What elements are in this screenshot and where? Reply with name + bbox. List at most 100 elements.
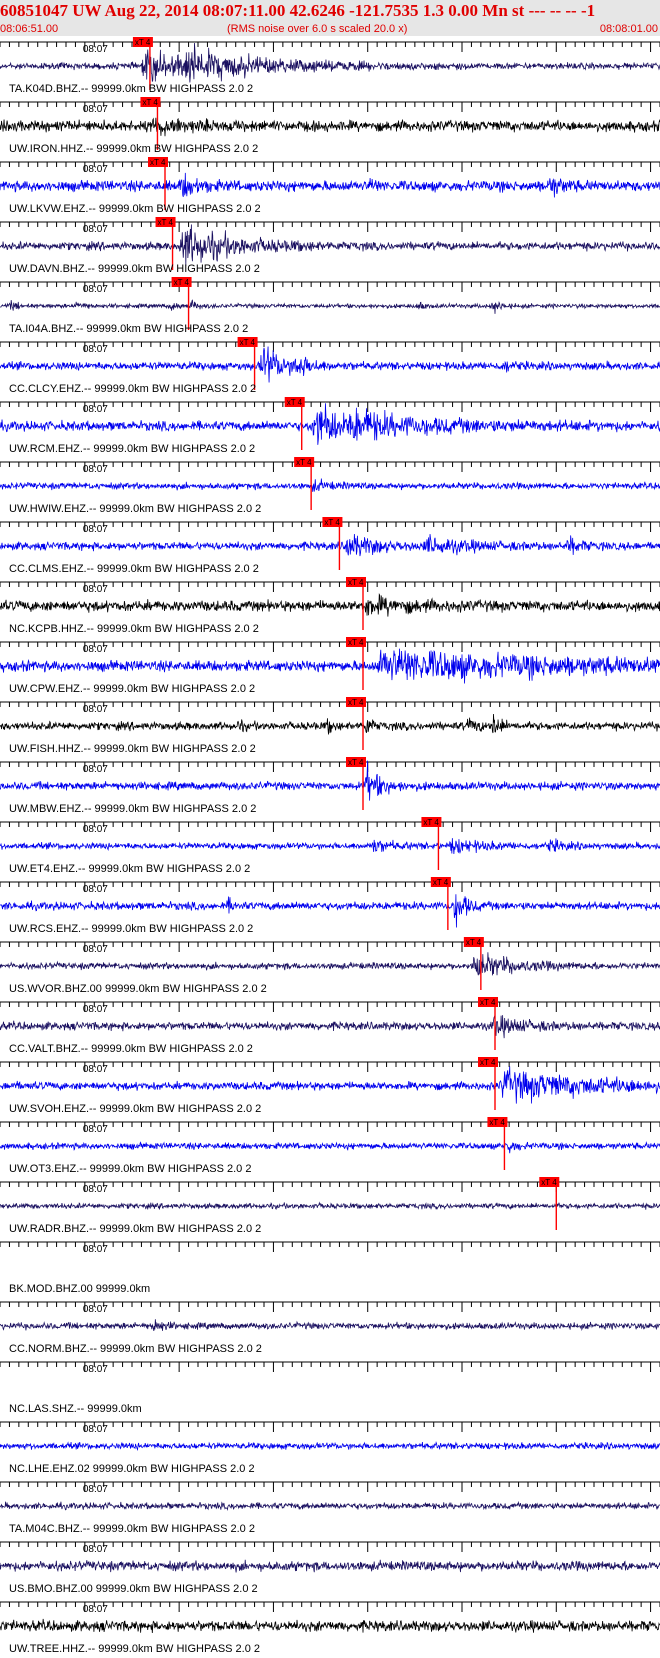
tick-label: 08:07 xyxy=(83,404,108,415)
phase-pick-label: xT 4 xyxy=(480,998,496,1007)
header-bar: 60851047 UW Aug 22, 2014 08:07:11.00 42.… xyxy=(0,0,660,36)
tick-label: 08:07 xyxy=(83,1124,108,1135)
station-label: US.BMO.BHZ.00 99999.0km BW HIGHPASS 2.0 … xyxy=(9,1583,258,1595)
phase-pick-flag xyxy=(487,1117,508,1127)
phase-pick-label: xT 4 xyxy=(348,698,364,707)
phase-pick-flag xyxy=(322,517,343,527)
phase-pick-flag xyxy=(148,157,168,167)
tick-label: 08:07 xyxy=(83,1304,108,1315)
trace-row: 08:07 xT 4 CC.CLMS.EHZ.-- 99999.0km BW HIG… xyxy=(0,517,660,575)
tick-label: 08:07 xyxy=(83,1064,108,1075)
tick-label: 08:07 xyxy=(83,44,108,55)
phase-pick-flag xyxy=(346,577,366,587)
waveform-trace xyxy=(0,838,660,855)
trace-row: 08:07 xT 4 UW.LKVW.EHZ.-- 99999.0km BW HIG… xyxy=(0,157,660,215)
seismogram-chart: 08:07 xT 4 TA.K04D.BHZ.-- 99999.0km BW HIG… xyxy=(0,37,660,1655)
station-label: UW.MBW.EHZ.-- 99999.0km BW HIGHPASS 2.0 … xyxy=(9,803,256,815)
phase-pick-flag xyxy=(284,397,305,407)
phase-pick-label: xT 4 xyxy=(287,398,303,407)
station-label: UW.RCM.EHZ.-- 99999.0km BW HIGHPASS 2.0 … xyxy=(9,443,255,455)
waveform-trace xyxy=(0,952,660,976)
phase-pick-label: xT 4 xyxy=(150,158,166,167)
trace-row: 08:07 US.BMO.BHZ.00 99999.0km BW HIGHPASS… xyxy=(0,1541,660,1595)
waveform-trace xyxy=(0,224,660,266)
tick-label: 08:07 xyxy=(83,284,108,295)
trace-row: 08:07 xT 4 CC.CLCY.EHZ.-- 99999.0km BW HIG… xyxy=(0,337,660,395)
waveform-trace xyxy=(0,894,660,928)
station-label: NC.LAS.SHZ.-- 99999.0km xyxy=(9,1403,142,1415)
trace-row: 08:07 xT 4 UW.RADR.BHZ.-- 99999.0km BW HIG… xyxy=(0,1177,660,1235)
trace-row: 08:07 BK.MOD.BHZ.00 99999.0km xyxy=(0,1241,660,1295)
tick-label: 08:07 xyxy=(83,1244,108,1255)
trace-row: 08:07 xT 4 UW.FISH.HHZ.-- 99999.0km BW HIG… xyxy=(0,697,660,755)
waveform-trace xyxy=(0,592,660,617)
station-label: UW.HWIW.EHZ.-- 99999.0km BW HIGHPASS 2.0… xyxy=(9,503,261,515)
tick-label: 08:07 xyxy=(83,704,108,715)
waveform-trace xyxy=(0,42,660,83)
waveform-trace xyxy=(0,117,660,137)
waveform-trace xyxy=(0,1319,660,1332)
phase-pick-label: xT 4 xyxy=(423,818,439,827)
waveform-trace xyxy=(0,1500,660,1512)
tick-label: 08:07 xyxy=(83,1424,108,1435)
phase-pick-flag xyxy=(346,637,366,647)
station-label: CC.CLMS.EHZ.-- 99999.0km BW HIGHPASS 2.0… xyxy=(9,563,259,575)
phase-pick-flag xyxy=(346,757,366,767)
trace-row: 08:07 NC.LHE.EHZ.02 99999.0km BW HIGHPASS… xyxy=(0,1421,660,1475)
station-label: UW.SVOH.EHZ.-- 99999.0km BW HIGHPASS 2.0… xyxy=(9,1103,261,1115)
phase-pick-label: xT 4 xyxy=(348,758,364,767)
phase-pick-label: xT 4 xyxy=(480,1058,496,1067)
waveform-trace xyxy=(0,299,660,314)
waveform-trace xyxy=(0,533,660,557)
station-label: UW.DAVN.BHZ.-- 99999.0km BW HIGHPASS 2.0… xyxy=(9,263,260,275)
trace-row: 08:07 xT 4 UW.OT3.EHZ.-- 99999.0km BW HIGH… xyxy=(0,1117,660,1175)
station-label: TA.K04D.BHZ.-- 99999.0km BW HIGHPASS 2.0… xyxy=(9,83,253,95)
phase-pick-label: xT 4 xyxy=(541,1178,557,1187)
phase-pick-label: xT 4 xyxy=(240,338,256,347)
station-label: UW.RADR.BHZ.-- 99999.0km BW HIGHPASS 2.0… xyxy=(9,1223,261,1235)
station-label: NC.KCPB.HHZ.-- 99999.0km BW HIGHPASS 2.0… xyxy=(9,623,259,635)
tick-label: 08:07 xyxy=(83,224,108,235)
station-label: UW.CPW.EHZ.-- 99999.0km BW HIGHPASS 2.0 … xyxy=(9,683,255,695)
waveform-trace xyxy=(0,478,660,492)
trace-row: 08:07 xT 4 UW.MBW.EHZ.-- 99999.0km BW HIGH… xyxy=(0,757,660,815)
trace-row: 08:07 xT 4 TA.K04D.BHZ.-- 99999.0km BW HIG… xyxy=(0,37,660,95)
waveform-trace xyxy=(0,714,660,735)
phase-pick-flag xyxy=(171,277,192,287)
station-label: CC.VALT.BHZ.-- 99999.0km BW HIGHPASS 2.0… xyxy=(9,1043,253,1055)
tick-label: 08:07 xyxy=(83,104,108,115)
phase-pick-flag xyxy=(346,697,366,707)
phase-pick-label: xT 4 xyxy=(466,938,482,947)
waveform-trace xyxy=(0,648,660,684)
phase-pick-flag xyxy=(140,97,161,107)
station-label: UW.IRON.HHZ.-- 99999.0km BW HIGHPASS 2.0… xyxy=(9,143,258,155)
trace-row: 08:07 CC.NORM.BHZ.-- 99999.0km BW HIGHPAS… xyxy=(0,1301,660,1355)
tick-label: 08:07 xyxy=(83,764,108,775)
waveform-trace xyxy=(0,1066,660,1104)
phase-pick-label: xT 4 xyxy=(135,38,151,47)
trace-row: 08:07 xT 4 UW.IRON.HHZ.-- 99999.0km BW HIG… xyxy=(0,97,660,155)
station-label: US.WVOR.BHZ.00 99999.0km BW HIGHPASS 2.0… xyxy=(9,983,267,995)
station-label: TA.M04C.BHZ.-- 99999.0km BW HIGHPASS 2.0… xyxy=(9,1523,255,1535)
phase-pick-label: xT 4 xyxy=(296,458,312,467)
tick-label: 08:07 xyxy=(83,644,108,655)
phase-pick-label: xT 4 xyxy=(348,638,364,647)
trace-row: 08:07 xT 4 UW.HWIW.EHZ.-- 99999.0km BW HIG… xyxy=(0,457,660,515)
trace-row: 08:07 xT 4 TA.I04A.BHZ.-- 99999.0km BW HIG… xyxy=(0,277,660,335)
trace-row: 08:07 xT 4 US.WVOR.BHZ.00 99999.0km BW HIG… xyxy=(0,937,660,995)
waveform-trace xyxy=(0,1201,660,1211)
tick-label: 08:07 xyxy=(83,524,108,535)
tick-label: 08:07 xyxy=(83,1004,108,1015)
tick-label: 08:07 xyxy=(83,884,108,895)
station-label: CC.NORM.BHZ.-- 99999.0km BW HIGHPASS 2.0… xyxy=(9,1343,262,1355)
tick-label: 08:07 xyxy=(83,1484,108,1495)
tick-label: 08:07 xyxy=(83,164,108,175)
trace-row: 08:07 UW.TREE.HHZ.-- 99999.0km BW HIGHPAS… xyxy=(0,1601,660,1655)
waveform-trace xyxy=(0,1141,660,1154)
waveform-trace xyxy=(0,403,660,445)
scaling-note: (RMS noise over 6.0 s scaled 20.0 x) xyxy=(227,23,408,35)
waveform-trace xyxy=(0,1618,660,1634)
phase-pick-label: xT 4 xyxy=(142,98,158,107)
tick-label: 08:07 xyxy=(83,1604,108,1615)
tick-label: 08:07 xyxy=(83,344,108,355)
